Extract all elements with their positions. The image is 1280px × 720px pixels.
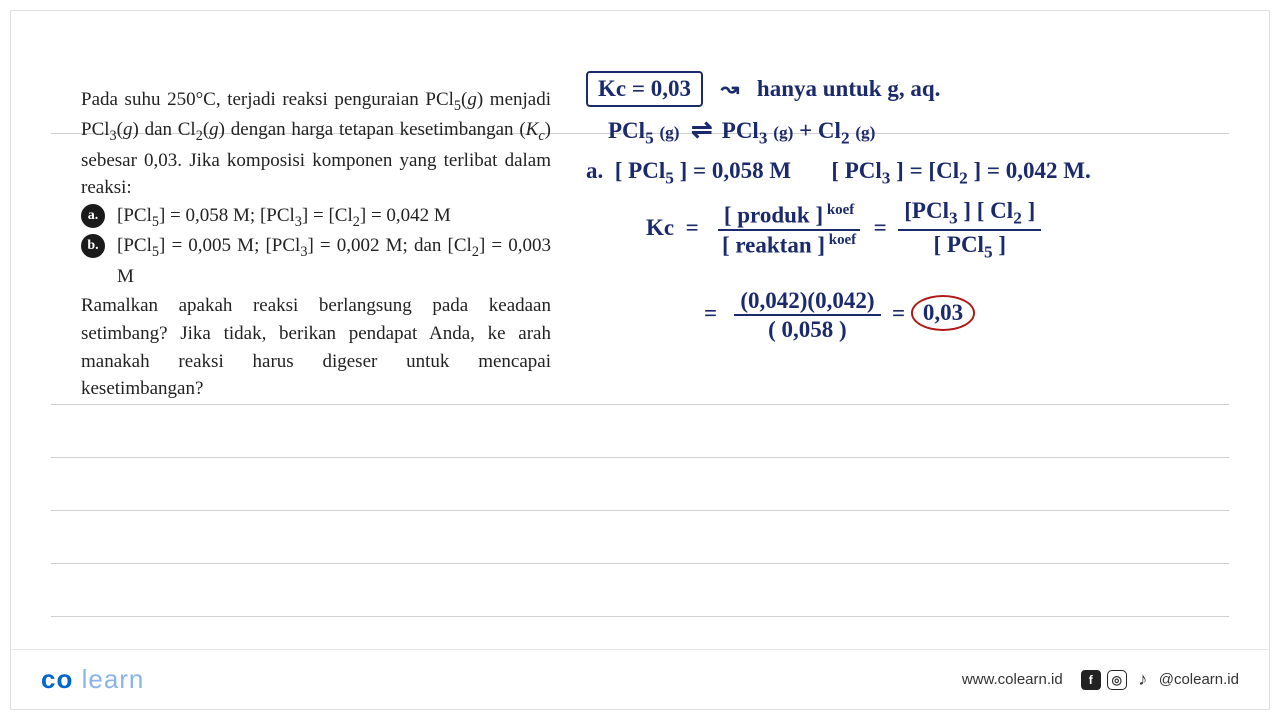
kc-calc: = (0,042)(0,042) ( 0,058 ) = 0,03 — [704, 289, 975, 341]
line-a: a. [ PCl5 ] = 0,058 M [ PCl3 ] = [Cl2 ] … — [586, 157, 1091, 189]
footer: co learn www.colearn.id f ◎ ♪ @colearn.i… — [11, 649, 1269, 709]
option-a-bullet: a. — [81, 204, 105, 228]
result-circled: 0,03 — [911, 295, 975, 331]
social-icons: f ◎ ♪ @colearn.id — [1081, 670, 1239, 690]
option-b-text: [PCl5] = 0,005 M; [PCl3] = 0,002 M; dan … — [117, 232, 551, 290]
kc-box: Kc = 0,03 — [586, 71, 703, 107]
footer-url: www.colearn.id — [962, 671, 1063, 688]
facebook-icon: f — [1081, 670, 1101, 690]
note-gaq: hanya untuk g, aq. — [757, 76, 940, 101]
option-b-bullet: b. — [81, 234, 105, 258]
social-handle: @colearn.id — [1159, 671, 1239, 688]
reaction-eq: PCl5 (g) ⇌ PCl3 (g) + Cl2 (g) — [608, 115, 875, 149]
option-a: a. [PCl5] = 0,058 M; [PCl3] = [Cl2] = 0,… — [81, 202, 551, 232]
problem-text: Pada suhu 250°C, terjadi reaksi pengurai… — [81, 86, 551, 403]
instagram-icon: ◎ — [1107, 670, 1127, 690]
problem-intro: Pada suhu 250°C, terjadi reaksi pengurai… — [81, 86, 551, 202]
problem-question: Ramalkan apakah reaksi berlangsung pada … — [81, 292, 551, 402]
kc-formula: Kc = [ produk ] koef [ reaktan ] koef = … — [646, 199, 1041, 261]
option-a-text: [PCl5] = 0,058 M; [PCl3] = [Cl2] = 0,042… — [117, 202, 551, 232]
arrow-icon: ↝ — [721, 76, 739, 101]
logo: co learn — [41, 664, 144, 695]
option-b: b. [PCl5] = 0,005 M; [PCl3] = 0,002 M; d… — [81, 232, 551, 290]
page: Pada suhu 250°C, terjadi reaksi pengurai… — [10, 10, 1270, 710]
tiktok-icon: ♪ — [1133, 670, 1153, 690]
